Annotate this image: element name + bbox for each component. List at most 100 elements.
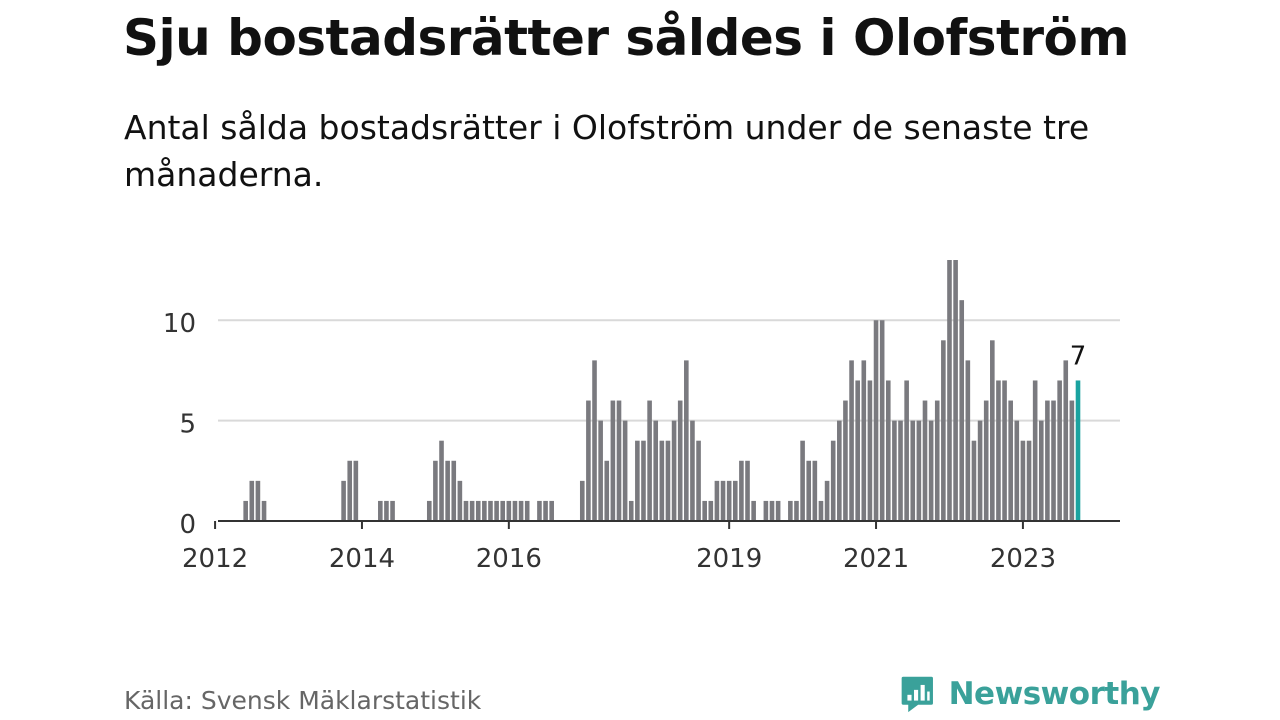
- bar: [824, 480, 830, 521]
- bar: [720, 480, 726, 521]
- bar: [524, 500, 530, 521]
- bar: [732, 480, 738, 521]
- bar: [512, 500, 518, 521]
- bar: [983, 400, 989, 521]
- bar: [677, 400, 683, 521]
- bar-chart: 0 5 10 2012 2014 2016 2019 2021 2023 7: [163, 260, 1120, 574]
- x-tick-label: 2016: [476, 544, 542, 574]
- bar: [941, 340, 946, 521]
- bar: [947, 260, 952, 521]
- bar: [641, 440, 646, 521]
- bar: [934, 400, 940, 521]
- bar: [812, 460, 818, 521]
- bar: [910, 420, 916, 521]
- bar: [788, 500, 793, 521]
- bar: [971, 440, 977, 521]
- x-tick-label: 2021: [843, 544, 909, 574]
- bar: [592, 360, 597, 521]
- bar: [1038, 420, 1044, 521]
- bar: [549, 500, 554, 521]
- y-axis-ticks: 0 5 10: [163, 309, 196, 540]
- latest-value-label: 7: [1070, 341, 1087, 371]
- bar: [775, 500, 781, 521]
- bars: [243, 260, 1081, 521]
- bar: [892, 420, 897, 521]
- bar: [1051, 400, 1056, 521]
- bar: [451, 460, 457, 521]
- bar: [482, 500, 487, 521]
- bar: [830, 440, 836, 521]
- bar: [714, 480, 720, 521]
- brand-name: Newsworthy: [948, 676, 1161, 712]
- bar: [249, 480, 255, 521]
- y-tick-label: 0: [179, 510, 196, 540]
- bar: [916, 420, 922, 521]
- bar: [659, 440, 665, 521]
- bar: [751, 500, 756, 521]
- bar: [861, 360, 867, 521]
- bar: [922, 400, 928, 521]
- bar: [494, 500, 499, 521]
- bar: [457, 480, 463, 521]
- bar: [885, 380, 891, 521]
- bar: [378, 500, 383, 521]
- bar: [475, 500, 481, 521]
- bar: [635, 440, 640, 521]
- bar: [1008, 400, 1013, 521]
- bar: [739, 460, 744, 521]
- bar: [1002, 380, 1007, 521]
- bar: [616, 400, 622, 521]
- bar: [384, 500, 389, 521]
- bar: [500, 500, 506, 521]
- bar: [1032, 380, 1038, 521]
- chart-title: Sju bostadsrätter såldes i Olofström: [123, 9, 1130, 67]
- y-tick-label: 10: [163, 309, 196, 339]
- bar: [243, 500, 248, 521]
- bar: [696, 440, 701, 521]
- bar: [610, 400, 616, 521]
- bar: [1020, 440, 1026, 521]
- bar: [390, 500, 395, 521]
- bar: [341, 480, 346, 521]
- bar: [769, 500, 775, 521]
- bar: [518, 500, 524, 521]
- bar: [653, 420, 659, 521]
- bar: [965, 360, 971, 521]
- bar: [794, 500, 799, 521]
- bar: [818, 500, 824, 521]
- bar: [665, 440, 671, 521]
- bar: [996, 380, 1001, 521]
- bar: [873, 320, 879, 521]
- bar: [745, 460, 750, 521]
- x-axis-ticks: 2012 2014 2016 2019 2021 2023: [182, 521, 1056, 574]
- bar: [439, 440, 444, 521]
- bar: [622, 420, 628, 521]
- bar: [255, 480, 261, 521]
- x-tick-label: 2019: [696, 544, 762, 574]
- bar: [843, 400, 848, 521]
- bar: [684, 360, 689, 521]
- bar: [708, 500, 714, 521]
- bar: [1069, 400, 1075, 521]
- bar: [928, 420, 934, 521]
- bar: [1026, 440, 1032, 521]
- bar: [347, 460, 353, 521]
- bar: [726, 480, 732, 521]
- source-note: Källa: Svensk Mäklarstatistik: [124, 686, 482, 715]
- bar: [904, 380, 909, 521]
- bar: [959, 300, 965, 521]
- bar: [855, 380, 860, 521]
- brand-logo-block: Newsworthy: [900, 670, 1161, 718]
- bar: [463, 500, 469, 521]
- y-tick-label: 5: [179, 410, 196, 440]
- bar: [628, 500, 634, 521]
- bar: [837, 420, 842, 521]
- bar: [426, 500, 432, 521]
- bar: [800, 440, 805, 521]
- chart-subtitle: Antal sålda bostadsrätter i Olofström un…: [124, 108, 1090, 194]
- bar: [537, 500, 542, 521]
- x-tick-label: 2012: [182, 544, 248, 574]
- bar: [604, 460, 610, 521]
- bar: [953, 260, 958, 521]
- x-tick-label: 2014: [329, 544, 395, 574]
